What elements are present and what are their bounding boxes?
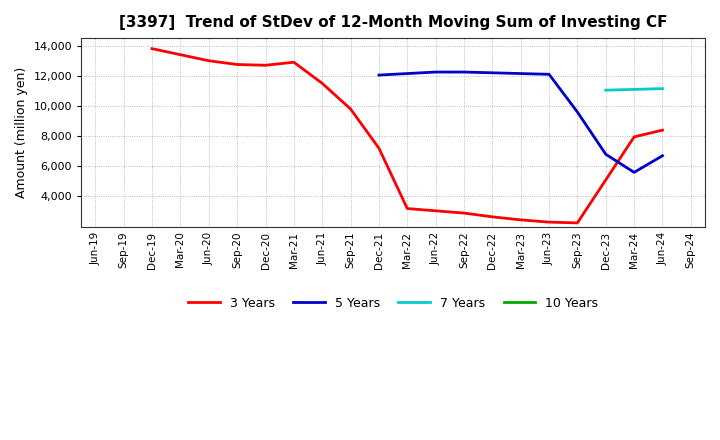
3 Years [545,220,554,225]
5 Years [403,71,412,76]
3 Years [374,146,383,151]
3 Years [658,128,667,133]
5 Years [488,70,497,75]
Title: [3397]  Trend of StDev of 12-Month Moving Sum of Investing CF: [3397] Trend of StDev of 12-Month Moving… [119,15,667,30]
5 Years [431,70,440,75]
Line: 5 Years: 5 Years [379,72,662,172]
7 Years [658,86,667,91]
5 Years [516,71,525,76]
5 Years [459,70,468,75]
Line: 7 Years: 7 Years [606,88,662,90]
5 Years [658,153,667,158]
3 Years [318,81,327,86]
3 Years [289,59,298,65]
3 Years [346,106,355,112]
3 Years [488,214,497,220]
3 Years [204,58,213,63]
3 Years [459,210,468,216]
3 Years [176,52,185,57]
3 Years [601,177,610,183]
3 Years [573,220,582,226]
Legend: 3 Years, 5 Years, 7 Years, 10 Years: 3 Years, 5 Years, 7 Years, 10 Years [184,292,603,315]
5 Years [573,110,582,115]
5 Years [601,152,610,157]
3 Years [516,217,525,223]
7 Years [630,87,639,92]
3 Years [261,62,270,68]
3 Years [630,134,639,139]
3 Years [403,206,412,211]
5 Years [374,73,383,78]
Y-axis label: Amount (million yen): Amount (million yen) [15,67,28,198]
5 Years [545,72,554,77]
3 Years [233,62,241,67]
3 Years [148,46,156,51]
Line: 3 Years: 3 Years [152,49,662,223]
7 Years [601,88,610,93]
5 Years [630,170,639,175]
3 Years [431,208,440,213]
